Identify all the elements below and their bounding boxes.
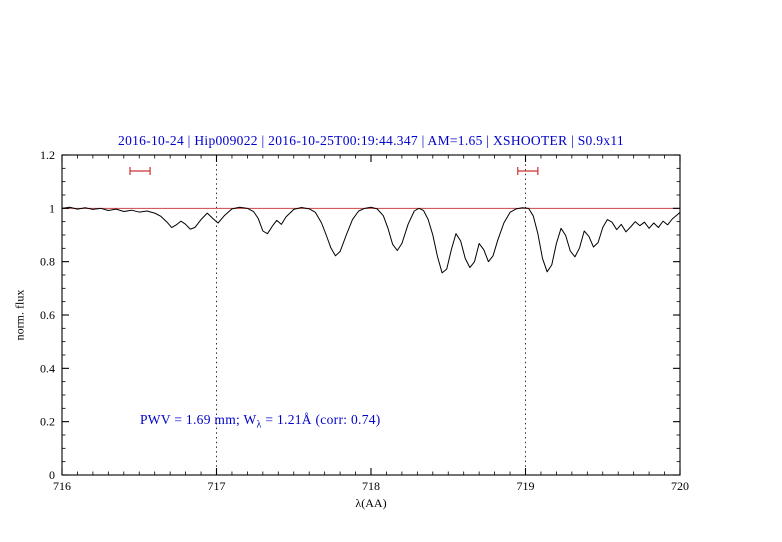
pwv-annotation: PWV = 1.69 mm; Wλ = 1.21Å (corr: 0.74): [140, 412, 381, 431]
y-tick-label: 0.8: [40, 255, 55, 269]
x-tick-label: 716: [53, 479, 71, 493]
x-axis-label: λ(AA): [355, 496, 387, 510]
y-tick-label: 1.2: [40, 148, 55, 162]
x-tick-label: 719: [517, 479, 535, 493]
x-tick-label: 718: [362, 479, 380, 493]
y-axis-label: norm. flux: [12, 289, 27, 341]
pwv-annotation-pre: PWV = 1.69 mm; W: [140, 412, 257, 427]
y-tick-label: 0.6: [40, 308, 55, 322]
y-tick-label: 0: [49, 468, 55, 482]
lambda-subscript: λ: [256, 419, 262, 431]
y-tick-label: 0.2: [40, 415, 55, 429]
x-tick-label: 717: [208, 479, 226, 493]
x-tick-label: 720: [671, 479, 689, 493]
spectrum-line: [61, 206, 681, 274]
y-tick-label: 1: [49, 201, 55, 215]
plot-title: 2016-10-24 | Hip009022 | 2016-10-25T00:1…: [118, 133, 624, 148]
y-tick-label: 0.4: [40, 361, 55, 375]
pwv-annotation-post: = 1.21Å (corr: 0.74): [261, 412, 381, 427]
